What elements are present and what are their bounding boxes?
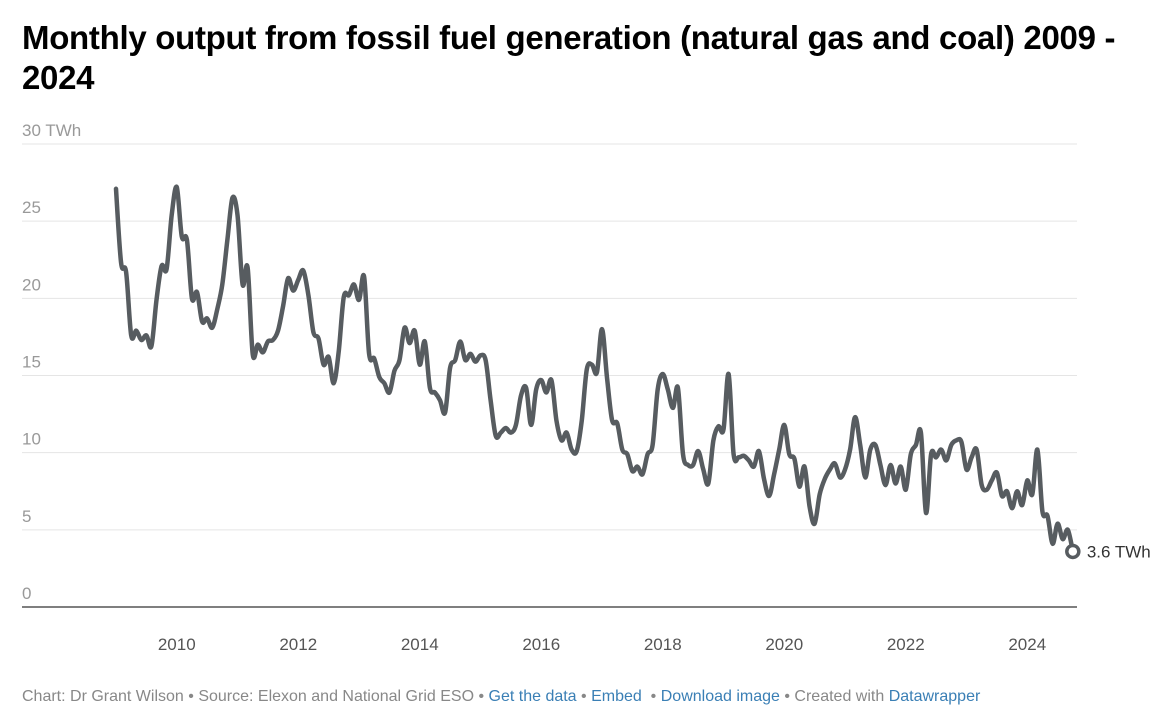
x-tick-label: 2012 [279, 635, 317, 654]
x-tick-label: 2018 [644, 635, 682, 654]
download-image-link[interactable]: Download image [660, 688, 780, 705]
y-tick-label: 25 [22, 198, 41, 217]
y-tick-label: 30 TWh [22, 121, 81, 140]
embed-link[interactable]: Embed [591, 688, 642, 705]
x-tick-label: 2022 [887, 635, 925, 654]
data-series: 3.6 TWh [113, 184, 1151, 561]
end-point-marker [1065, 543, 1081, 560]
chart-footer: Chart: Dr Grant Wilson • Source: Elexon … [22, 688, 980, 706]
x-tick-label: 2024 [1008, 635, 1046, 654]
x-tick-label: 2014 [401, 635, 439, 654]
separator: • [646, 688, 661, 705]
series-line [113, 184, 1076, 554]
separator: • [779, 688, 795, 705]
chart-source: Source: Elexon and National Grid ESO [198, 688, 475, 705]
datawrapper-link[interactable]: Datawrapper [888, 688, 981, 705]
get-the-data-link[interactable]: Get the data [488, 688, 577, 705]
x-tick-label: 2020 [765, 635, 803, 654]
y-tick-label: 10 [22, 430, 41, 449]
separator: • [183, 688, 199, 705]
end-value-label: 3.6 TWh [1087, 542, 1151, 561]
separator: • [474, 688, 489, 705]
y-tick-label: 20 [22, 275, 41, 294]
created-with-text: Created with [794, 688, 885, 705]
x-tick-label: 2016 [522, 635, 560, 654]
separator: • [576, 688, 592, 705]
y-tick-label: 5 [22, 507, 31, 526]
y-tick-label: 0 [22, 584, 31, 603]
y-tick-label: 15 [22, 353, 41, 372]
x-axis-labels: 2010 2012 2014 2016 2018 2020 2022 2024 [158, 635, 1046, 654]
chart-title: Monthly output from fossil fuel generati… [22, 19, 1116, 96]
x-tick-label: 2010 [158, 635, 196, 654]
chart-credit: Chart: Dr Grant Wilson [22, 688, 184, 705]
y-axis-labels: 0 5 10 15 20 25 30 TWh [22, 121, 81, 603]
